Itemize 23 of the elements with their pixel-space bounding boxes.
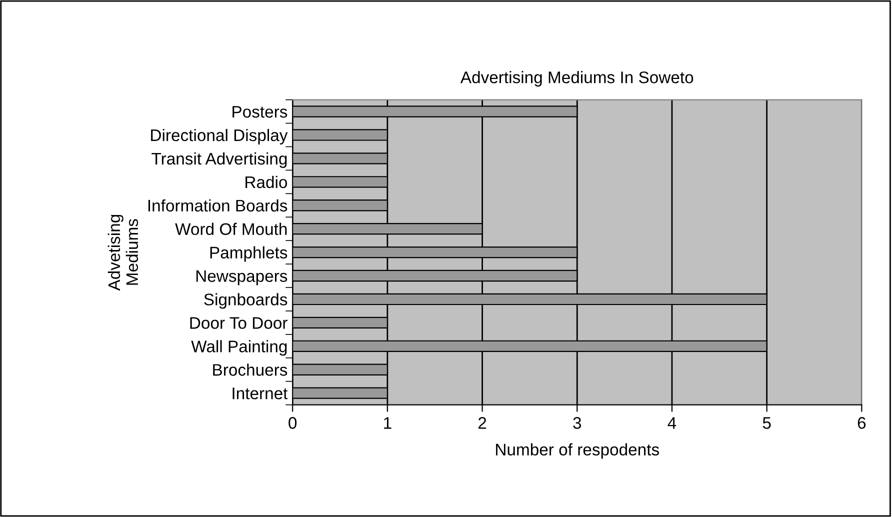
y-tick-label: Information Boards (148, 199, 288, 212)
y-tick-label: Radio (246, 176, 288, 188)
y-tick-label: Word Of Mouth (175, 222, 287, 236)
y-tick-label: Newspapers (196, 270, 288, 286)
y-tick-label: Signboards (204, 293, 288, 309)
y-tick-label: Posters (232, 106, 288, 118)
x-tick-label: 2 (478, 417, 486, 429)
y-tick-label: Directional Display (151, 128, 288, 144)
chart-title: Advertising Mediums In Soweto (460, 71, 694, 87)
y-tick-label: Door To Door (190, 317, 288, 329)
y-tick-label: Wall Painting (191, 340, 287, 356)
y-tick-label: Brochuers (213, 364, 288, 376)
x-tick-label: 3 (573, 417, 582, 429)
x-tick-label: 6 (858, 417, 866, 429)
y-tick-label: Transit Advertising (152, 152, 287, 168)
y-tick-label: Internet (232, 388, 288, 400)
y-tick-label: Pamphlets (210, 246, 288, 262)
x-tick-label: 4 (668, 417, 676, 429)
x-tick-label: 1 (384, 417, 392, 429)
x-tick-label: 0 (288, 417, 297, 429)
x-axis-title: Number of respodents (496, 443, 659, 459)
y-axis-title: Advetising Mediums (108, 214, 138, 291)
x-tick-label: 5 (762, 417, 771, 429)
